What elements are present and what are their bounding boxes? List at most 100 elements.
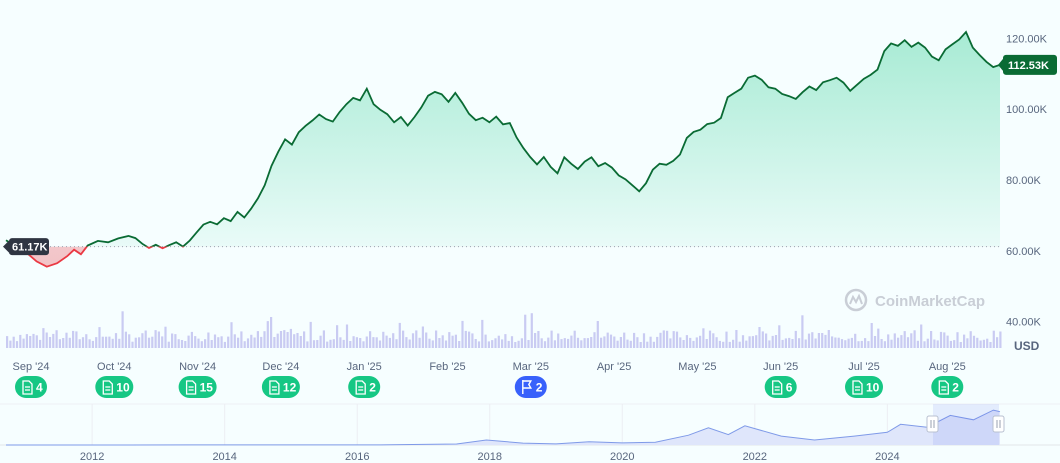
volume-bar bbox=[256, 331, 259, 348]
volume-bar bbox=[963, 334, 966, 348]
volume-bar bbox=[260, 336, 263, 348]
volume-bar bbox=[458, 341, 461, 348]
volume-bar bbox=[204, 339, 207, 348]
volume-bar bbox=[131, 341, 134, 348]
volume-bar bbox=[487, 341, 490, 348]
navigator[interactable]: 2012 2014 2016 2018 2020 2022 2024 bbox=[0, 403, 1060, 463]
volume-bar bbox=[171, 333, 174, 348]
volume-bar bbox=[616, 340, 619, 348]
volume-bar bbox=[956, 332, 959, 348]
volume-bar bbox=[98, 327, 101, 348]
events-row[interactable]: 4 10 15 12 2 2 6 10 2 bbox=[15, 376, 964, 398]
x-tick-label: Jan '25 bbox=[347, 361, 382, 373]
baseline-badge: 61.17K bbox=[3, 238, 49, 256]
volume-bar bbox=[900, 335, 903, 348]
volume-bar bbox=[771, 335, 774, 348]
volume-bar bbox=[893, 333, 896, 348]
volume-bar bbox=[986, 338, 989, 348]
volume-bar bbox=[504, 334, 507, 348]
volume-bar bbox=[695, 337, 698, 348]
document-icon bbox=[269, 380, 280, 395]
event-badge[interactable]: 10 bbox=[845, 376, 883, 398]
event-badge[interactable]: 6 bbox=[764, 376, 797, 398]
event-badge[interactable]: 15 bbox=[178, 376, 217, 398]
event-badge[interactable]: 2 bbox=[514, 376, 547, 398]
document-icon bbox=[185, 380, 197, 395]
volume-bar bbox=[718, 340, 721, 348]
volume-bar bbox=[903, 331, 906, 348]
volume-bar bbox=[197, 338, 200, 348]
volume-bar bbox=[22, 338, 25, 348]
volume-bar bbox=[675, 331, 679, 348]
volume-bar bbox=[471, 333, 474, 348]
volume-bar bbox=[642, 333, 646, 348]
volume-bar bbox=[494, 338, 497, 348]
navigator-handle-left[interactable] bbox=[926, 415, 939, 433]
navigator-year-label: 2014 bbox=[212, 451, 236, 463]
volume-bar bbox=[32, 333, 35, 348]
event-badge[interactable]: 2 bbox=[348, 376, 381, 398]
volume-bar bbox=[887, 334, 890, 348]
volume-bar bbox=[441, 335, 444, 348]
volume-bar bbox=[309, 321, 312, 348]
volume-bar bbox=[689, 337, 692, 348]
volume-bar bbox=[375, 337, 378, 348]
volume-bar bbox=[263, 331, 266, 348]
event-count: 2 bbox=[369, 381, 376, 395]
volume-bar bbox=[629, 340, 632, 348]
volume-bar bbox=[385, 335, 388, 348]
volume-bar bbox=[316, 340, 319, 348]
event-count: 6 bbox=[786, 381, 793, 395]
volume-bar bbox=[72, 330, 75, 348]
volume-bar bbox=[200, 341, 203, 348]
volume-bar bbox=[936, 340, 939, 348]
event-badge[interactable]: 4 bbox=[15, 376, 47, 398]
volume-bar bbox=[65, 332, 68, 348]
volume-bar bbox=[339, 337, 342, 348]
volume-bar bbox=[834, 337, 837, 348]
volume-bar bbox=[910, 333, 913, 348]
volume-bar bbox=[722, 341, 725, 348]
document-icon bbox=[355, 380, 366, 395]
volume-bar bbox=[421, 326, 424, 348]
volume-bar bbox=[279, 331, 283, 348]
volume-bar bbox=[157, 331, 160, 348]
volume-bar bbox=[101, 336, 104, 348]
volume-bar bbox=[913, 330, 916, 348]
navigator-selection[interactable] bbox=[933, 404, 999, 445]
volume-bar bbox=[547, 337, 550, 348]
event-badge[interactable]: 2 bbox=[931, 376, 964, 398]
volume-bar bbox=[52, 333, 55, 348]
x-axis: Sep '24 Oct '24 Nov '24 Dec '24 Jan '25 Feb '… bbox=[13, 361, 966, 373]
navigator-year-label: 2020 bbox=[610, 451, 634, 463]
volume-bar bbox=[906, 337, 910, 348]
volume-bar bbox=[606, 332, 609, 348]
y-tick-label: 80.00K bbox=[1006, 175, 1042, 187]
event-badge[interactable]: 10 bbox=[95, 376, 134, 398]
document-icon bbox=[852, 380, 863, 395]
volume-bar bbox=[567, 338, 570, 348]
volume-bar bbox=[807, 333, 811, 348]
volume-bar bbox=[930, 331, 933, 348]
volume-bar bbox=[270, 317, 273, 348]
volume-bar bbox=[154, 330, 157, 348]
volume-bar bbox=[999, 331, 1002, 348]
volume-bar bbox=[75, 331, 78, 348]
volume-bar bbox=[949, 340, 952, 348]
volume-bar bbox=[359, 338, 362, 348]
volume-bar bbox=[55, 330, 58, 348]
volume-bar bbox=[897, 337, 900, 348]
event-badge[interactable]: 12 bbox=[261, 376, 300, 398]
navigator-handle-right[interactable] bbox=[992, 415, 1005, 433]
volume-bar bbox=[491, 340, 494, 348]
volume-bar bbox=[732, 339, 735, 348]
volume-bar bbox=[382, 331, 385, 348]
volume-bar bbox=[976, 337, 979, 348]
volume-bar bbox=[781, 339, 784, 348]
volume-bar bbox=[811, 332, 814, 348]
volume-bar bbox=[603, 336, 606, 348]
current-price-badge: 112.53K bbox=[998, 54, 1057, 75]
watermark-text: CoinMarketCap bbox=[875, 293, 985, 310]
volume-bar bbox=[435, 330, 438, 348]
